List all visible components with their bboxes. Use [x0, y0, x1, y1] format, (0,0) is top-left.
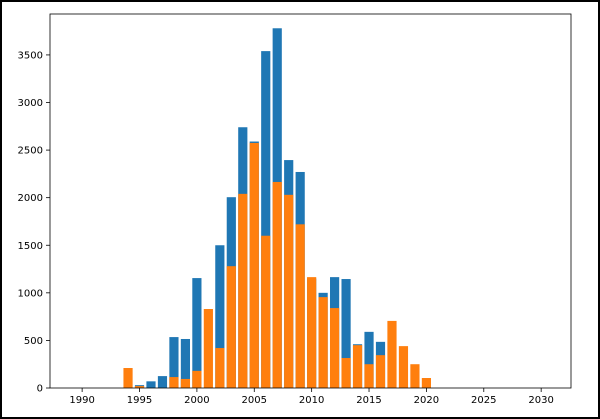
- bar: [180, 338, 191, 388]
- y-tick-label: 0: [37, 384, 43, 395]
- x-tick-label: 2015: [356, 395, 381, 406]
- plot-area: [123, 28, 431, 388]
- x-tick-label: 2010: [299, 395, 324, 406]
- bar: [387, 320, 397, 388]
- bar: [364, 364, 374, 388]
- y-tick-label: 2500: [18, 146, 43, 157]
- bar: [157, 376, 168, 388]
- bar: [375, 355, 386, 388]
- bar: [215, 348, 225, 388]
- bar: [169, 337, 179, 388]
- bar: [307, 277, 317, 388]
- bar: [169, 377, 179, 388]
- x-tick-label: 2020: [414, 395, 439, 406]
- bar: [295, 224, 305, 388]
- x-tick-label: 1995: [127, 395, 152, 406]
- y-tick-label: 3500: [18, 50, 43, 61]
- x-tick-label: 2030: [528, 395, 553, 406]
- bar: [261, 51, 271, 388]
- bar: [238, 193, 248, 388]
- bar: [134, 386, 145, 388]
- x-tick-label: 2025: [471, 395, 496, 406]
- y-tick-label: 3000: [18, 98, 43, 109]
- bar: [421, 378, 431, 388]
- bar: [272, 181, 282, 388]
- y-tick-label: 1500: [18, 241, 43, 252]
- bar: [284, 194, 294, 388]
- bar: [180, 378, 191, 388]
- bar: [261, 235, 271, 388]
- bar: [352, 345, 363, 388]
- y-tick-label: 1000: [18, 288, 43, 299]
- bar: [226, 266, 236, 388]
- bar: [330, 308, 340, 388]
- bar: [398, 346, 409, 388]
- bar: [341, 279, 351, 388]
- bar: [215, 245, 225, 388]
- bar: [249, 142, 259, 388]
- bar: [410, 364, 420, 388]
- x-tick-label: 1990: [69, 395, 94, 406]
- axes-frame: [49, 13, 572, 389]
- x-tick-label: 2000: [184, 395, 209, 406]
- bar: [318, 297, 328, 388]
- bar: [341, 358, 351, 388]
- bar: [146, 381, 156, 388]
- bar: [192, 370, 202, 388]
- y-tick-label: 500: [24, 336, 43, 347]
- bar: [203, 309, 213, 388]
- bar: [123, 368, 133, 388]
- bar: [192, 278, 202, 388]
- y-tick-label: 2000: [18, 193, 43, 204]
- bar: [364, 331, 374, 388]
- x-tick-label: 2005: [242, 395, 267, 406]
